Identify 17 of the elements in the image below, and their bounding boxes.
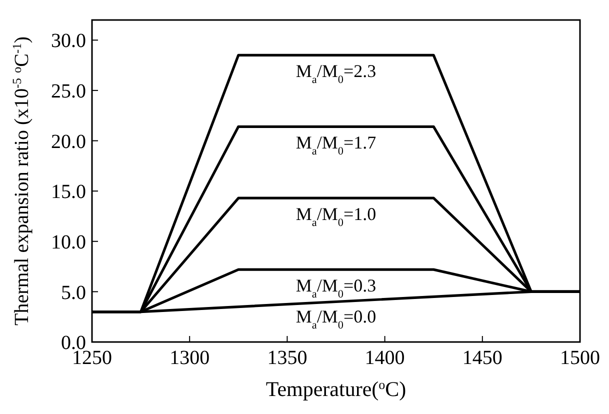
x-tick-label: 1500 — [560, 347, 600, 370]
y-tick-label: 15.0 — [51, 181, 86, 204]
x-axis-title: Temperature($^{o}$C) — [266, 376, 406, 401]
y-tick-label: 20.0 — [51, 130, 86, 153]
series-label: M$_{a}$/M$_{0}$=0.0 — [296, 306, 376, 332]
y-tick-label: 30.0 — [51, 30, 86, 52]
x-tick-label: 1350 — [267, 347, 308, 370]
x-tick-label: 1400 — [364, 347, 405, 370]
x-tick-label: 1300 — [170, 347, 210, 370]
series-label: M$_{a}$/M$_{0}$=1.0 — [296, 204, 376, 230]
series-label: M$_{a}$/M$_{0}$=2.3 — [296, 61, 376, 86]
series-label: M$_{a}$/M$_{0}$=1.7 — [296, 132, 376, 158]
y-tick-label: 10.0 — [51, 231, 86, 254]
series-label: M$_{a}$/M$_{0}$=0.3 — [296, 276, 376, 301]
x-tick-label: 1450 — [462, 347, 502, 370]
y-tick-label: 25.0 — [51, 80, 86, 103]
y-tick-label: 5.0 — [61, 282, 86, 304]
